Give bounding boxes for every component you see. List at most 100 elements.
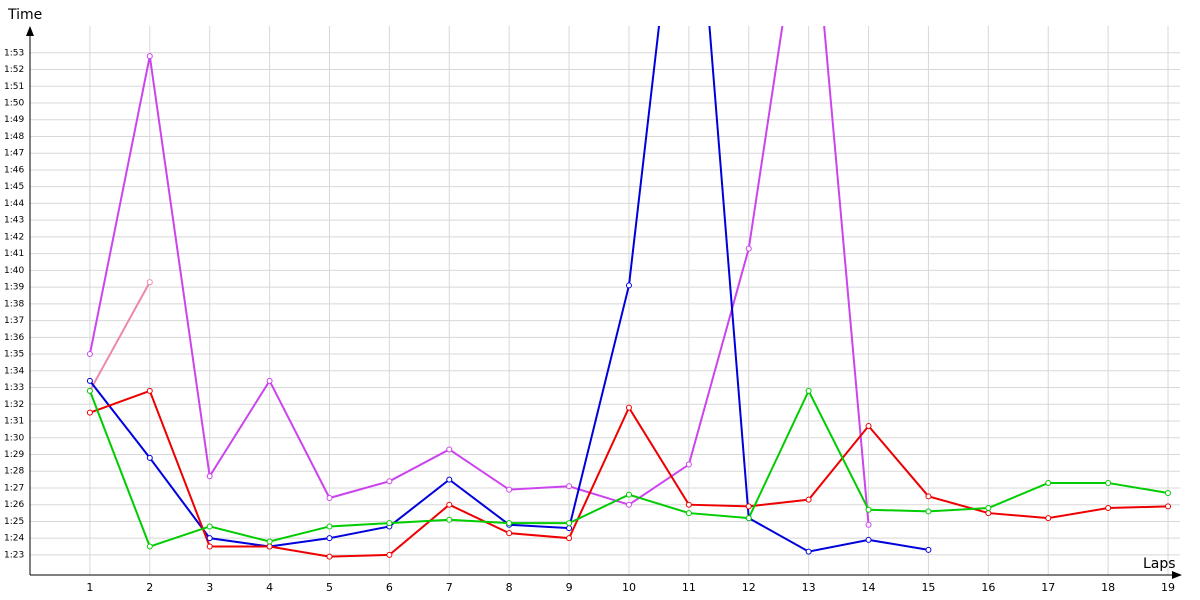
y-tick-label: 1:49 [4, 115, 24, 125]
point [386, 478, 393, 485]
point [86, 409, 93, 416]
x-axis-arrow [1172, 571, 1182, 579]
point [566, 535, 573, 542]
point [446, 516, 453, 523]
x-tick-label: 16 [981, 581, 995, 594]
x-tick-label: 6 [386, 581, 393, 594]
y-tick-label: 1:53 [4, 48, 24, 58]
point [685, 461, 692, 468]
point [745, 503, 752, 510]
point [1165, 503, 1172, 510]
y-tick-label: 1:47 [4, 149, 24, 159]
point [745, 245, 752, 252]
y-tick-label: 1:36 [4, 333, 24, 343]
y-tick-label: 1:26 [4, 500, 24, 510]
y-tick-label: 1:31 [4, 417, 24, 427]
point [566, 483, 573, 490]
point [146, 543, 153, 550]
point [146, 53, 153, 60]
x-axis-label: Laps [1143, 556, 1176, 572]
point [386, 520, 393, 527]
x-tick-label: 10 [622, 581, 636, 594]
point [386, 551, 393, 558]
point [805, 496, 812, 503]
y-tick-label: 1:40 [4, 266, 24, 276]
point [446, 476, 453, 483]
point [86, 377, 93, 384]
point [865, 506, 872, 513]
point [266, 377, 273, 384]
y-tick-label: 1:38 [4, 299, 24, 309]
point [925, 546, 932, 553]
y-tick-label: 1:37 [4, 316, 24, 326]
x-tick-label: 3 [206, 581, 213, 594]
y-tick-label: 1:25 [4, 517, 24, 527]
point [266, 538, 273, 545]
point [745, 515, 752, 522]
y-axis-label: Time [7, 7, 42, 23]
point [625, 501, 632, 508]
point [805, 387, 812, 394]
y-tick-label: 1:45 [4, 182, 24, 192]
point [1105, 479, 1112, 486]
point [1105, 505, 1112, 512]
y-tick-label: 1:33 [4, 383, 24, 393]
point [326, 495, 333, 502]
x-tick-label: 15 [921, 581, 935, 594]
x-tick-label: 9 [566, 581, 573, 594]
y-tick-label: 1:34 [4, 366, 24, 376]
y-tick-label: 1:27 [4, 483, 24, 493]
y-tick-label: 1:23 [4, 550, 24, 560]
point [1165, 489, 1172, 496]
x-tick-label: 18 [1101, 581, 1115, 594]
point [685, 501, 692, 508]
plot-area [86, 26, 1172, 560]
series-line [88, 26, 870, 525]
point [326, 535, 333, 542]
y-tick-label: 1:32 [4, 400, 24, 410]
x-tick-label: 19 [1161, 581, 1175, 594]
y-tick-label: 1:29 [4, 450, 24, 460]
x-tick-label: 17 [1041, 581, 1055, 594]
point [206, 535, 213, 542]
point [206, 543, 213, 550]
y-tick-label: 1:43 [4, 216, 24, 226]
y-tick-label: 1:46 [4, 165, 24, 175]
point [865, 423, 872, 430]
y-tick-label: 1:39 [4, 283, 24, 293]
point [446, 501, 453, 508]
x-tick-label: 11 [682, 581, 696, 594]
x-tick-label: 5 [326, 581, 333, 594]
y-tick-label: 1:52 [4, 65, 24, 75]
y-tick-label: 1:44 [4, 199, 24, 209]
point [625, 404, 632, 411]
point [506, 530, 513, 537]
x-tick-label: 4 [266, 581, 273, 594]
y-tick-label: 1:41 [4, 249, 24, 259]
x-tick-label: 1 [86, 581, 93, 594]
y-tick-label: 1:51 [4, 82, 24, 92]
point [1045, 479, 1052, 486]
point [805, 548, 812, 555]
point [865, 536, 872, 543]
point [206, 523, 213, 530]
point [266, 543, 273, 550]
y-tick-label: 1:42 [4, 232, 24, 242]
point [326, 553, 333, 560]
point [206, 473, 213, 480]
point [86, 387, 93, 394]
point [146, 454, 153, 461]
x-tick-label: 13 [802, 581, 816, 594]
y-tick-label: 1:50 [4, 98, 24, 108]
point [865, 521, 872, 528]
point [506, 520, 513, 527]
point [146, 279, 153, 286]
x-tick-label: 7 [446, 581, 453, 594]
point [625, 491, 632, 498]
x-tick-label: 14 [862, 581, 876, 594]
point [566, 520, 573, 527]
x-tick-label: 8 [506, 581, 513, 594]
point [685, 510, 692, 517]
